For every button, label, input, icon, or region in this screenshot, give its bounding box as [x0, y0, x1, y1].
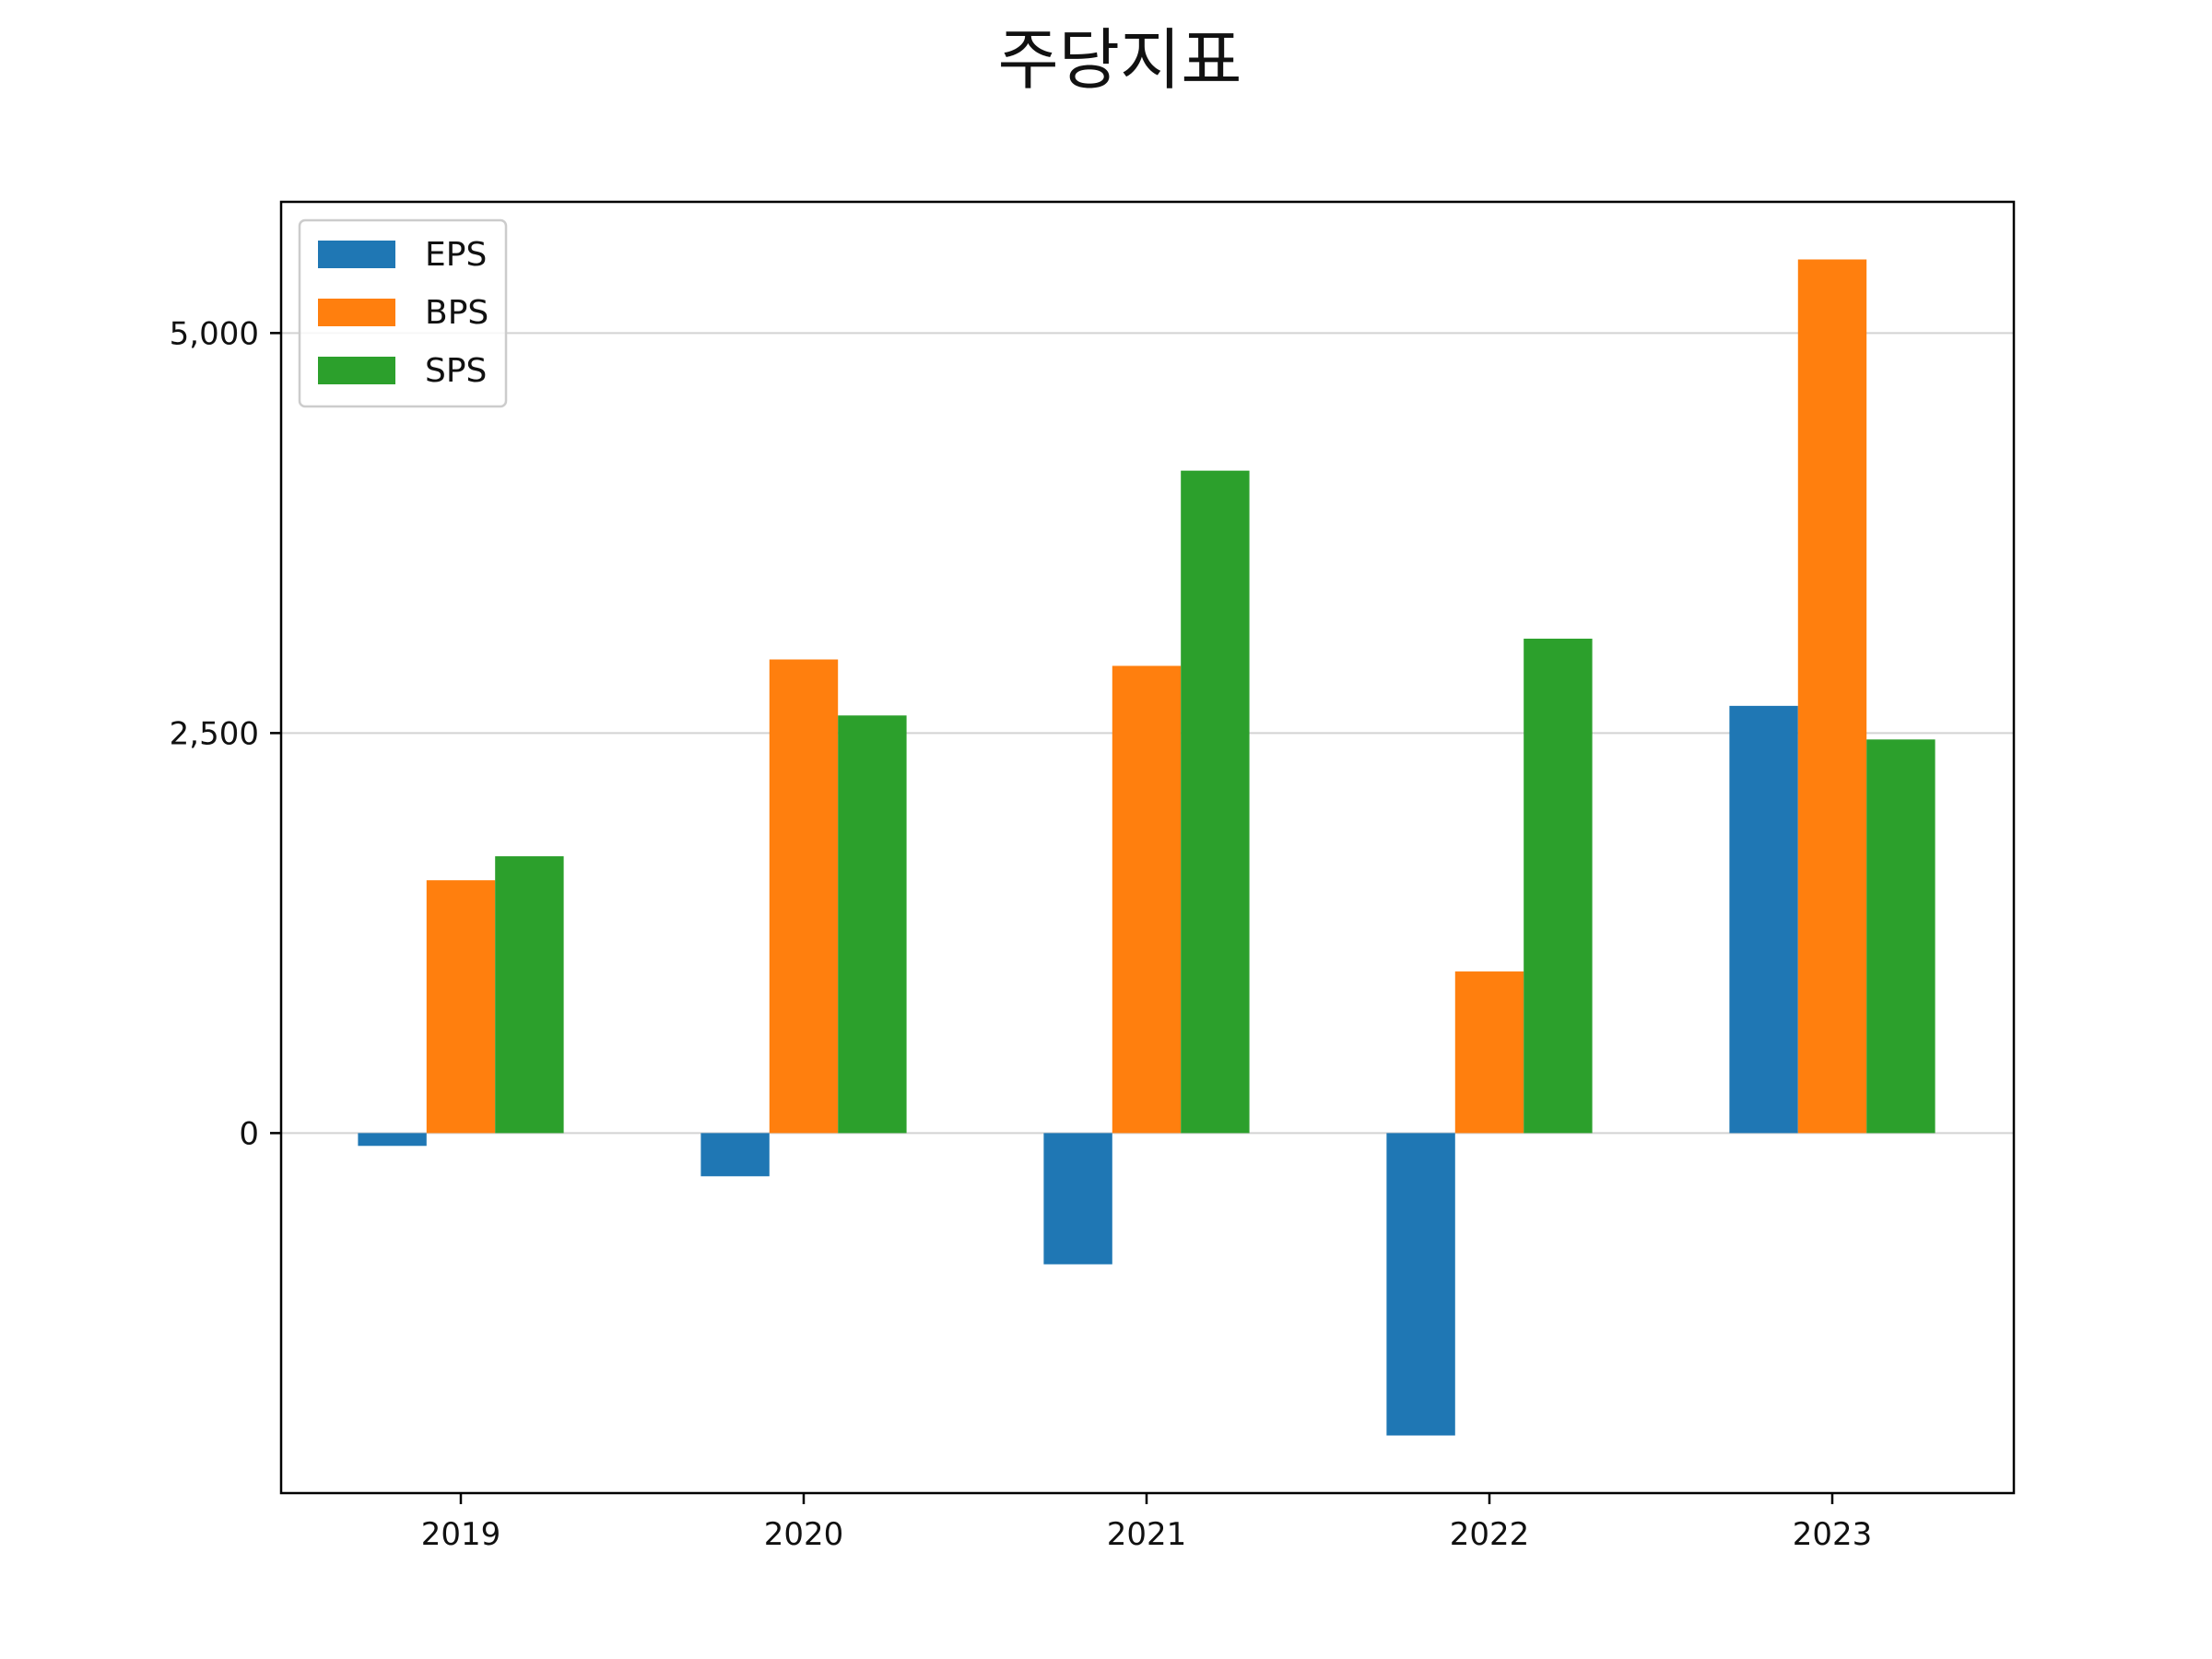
y-tick-label: 0	[239, 1115, 259, 1152]
legend-swatch-sps	[318, 357, 395, 384]
bar-bps-2019	[426, 880, 496, 1134]
bar-eps-2020	[700, 1133, 770, 1177]
x-tick-label: 2023	[1793, 1516, 1873, 1553]
legend-swatch-bps	[318, 299, 395, 326]
x-tick-label: 2019	[421, 1516, 501, 1553]
bar-bps-2020	[769, 659, 839, 1134]
bar-sps-2019	[495, 856, 564, 1134]
x-tick-label: 2022	[1450, 1516, 1530, 1553]
bar-sps-2023	[1866, 739, 1936, 1134]
y-axis: 0 2,500 5,000	[170, 315, 281, 1152]
legend-label-eps: EPS	[425, 236, 487, 274]
bar-bps-2022	[1454, 971, 1524, 1134]
legend-label-sps: SPS	[425, 352, 487, 390]
y-tick-label: 2,500	[170, 715, 259, 752]
bar-bps-2023	[1797, 259, 1867, 1134]
bar-sps-2021	[1181, 470, 1250, 1134]
bar-eps-2023	[1729, 705, 1798, 1134]
bars	[358, 259, 1936, 1436]
x-tick-label: 2020	[764, 1516, 844, 1553]
bar-sps-2022	[1524, 638, 1593, 1134]
chart-title: 주당지표	[998, 21, 1242, 99]
legend-swatch-eps	[318, 241, 395, 268]
bar-eps-2022	[1386, 1133, 1455, 1436]
bar-bps-2021	[1112, 665, 1182, 1134]
y-tick-label: 5,000	[170, 315, 259, 352]
legend-label-bps: BPS	[425, 294, 488, 332]
x-tick-label: 2021	[1107, 1516, 1187, 1553]
bar-eps-2021	[1043, 1133, 1112, 1265]
x-axis: 2019 2020 2021 2022 2023	[421, 1493, 1873, 1553]
bar-sps-2020	[838, 715, 907, 1134]
legend: EPS BPS SPS	[298, 218, 508, 408]
bar-eps-2019	[358, 1133, 427, 1147]
